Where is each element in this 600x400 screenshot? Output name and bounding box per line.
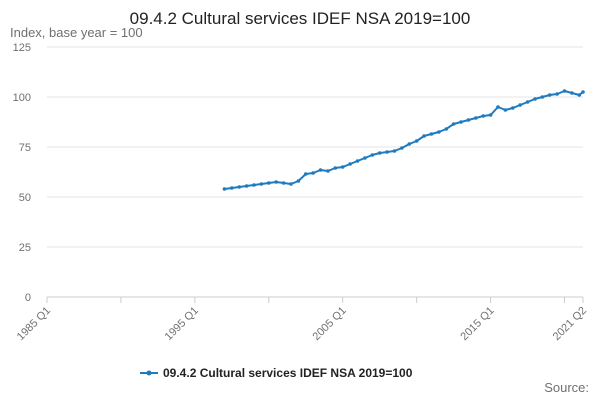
data-point[interactable]: [474, 116, 478, 120]
data-point[interactable]: [244, 184, 249, 188]
data-point[interactable]: [503, 108, 508, 112]
y-tick-label: 75: [19, 142, 31, 154]
x-tick-label: 2015 Q1: [458, 305, 496, 343]
source-label[interactable]: Source:: [544, 380, 589, 395]
x-tick-label: 1995 Q1: [163, 305, 201, 343]
legend[interactable]: 09.4.2 Cultural services IDEF NSA 2019=1…: [140, 366, 413, 380]
x-tick-label: 2021 Q2: [551, 305, 589, 343]
data-point[interactable]: [459, 120, 463, 124]
data-point[interactable]: [555, 92, 559, 96]
data-point[interactable]: [400, 146, 404, 150]
data-point[interactable]: [437, 130, 441, 134]
x-axis: 1985 Q1 1995 Q1 2005 Q1 2015 Q1 2021 Q2: [15, 297, 589, 343]
data-point[interactable]: [518, 103, 522, 107]
data-point[interactable]: [414, 139, 419, 143]
data-point[interactable]: [289, 182, 293, 186]
data-point[interactable]: [281, 181, 286, 185]
data-point[interactable]: [496, 105, 500, 109]
data-point[interactable]: [510, 106, 515, 110]
data-point[interactable]: [370, 153, 375, 157]
data-point[interactable]: [525, 100, 530, 104]
data-point[interactable]: [570, 91, 574, 95]
data-point[interactable]: [333, 166, 338, 170]
data-point[interactable]: [533, 97, 537, 101]
data-point[interactable]: [407, 142, 412, 146]
series-line: [224, 90, 584, 190]
data-point[interactable]: [377, 151, 382, 155]
legend-marker: [146, 370, 152, 376]
data-point[interactable]: [451, 122, 456, 126]
series-layer: [222, 89, 585, 191]
data-point[interactable]: [311, 171, 315, 175]
data-point[interactable]: [296, 179, 301, 183]
y-tick-label: 125: [13, 42, 31, 54]
data-point[interactable]: [340, 165, 345, 169]
data-point[interactable]: [444, 127, 449, 131]
data-point[interactable]: [348, 162, 352, 166]
data-point[interactable]: [581, 90, 585, 94]
y-tick-label: 0: [25, 292, 31, 304]
data-point[interactable]: [230, 186, 234, 190]
data-point[interactable]: [429, 132, 434, 136]
data-point[interactable]: [540, 95, 545, 99]
data-point[interactable]: [392, 149, 397, 153]
data-point[interactable]: [385, 150, 389, 154]
data-point[interactable]: [481, 114, 485, 118]
y-axis-label: Index, base year = 100: [10, 25, 143, 40]
x-tick-label: 1985 Q1: [15, 305, 53, 343]
data-point[interactable]: [355, 159, 360, 163]
data-point[interactable]: [466, 118, 471, 122]
data-point[interactable]: [577, 93, 582, 97]
chart-title: 09.4.2 Cultural services IDEF NSA 2019=1…: [130, 9, 471, 28]
data-point[interactable]: [326, 169, 330, 173]
data-point[interactable]: [252, 183, 256, 187]
y-tick-label: 50: [19, 192, 31, 204]
data-point[interactable]: [318, 168, 323, 172]
legend-label: 09.4.2 Cultural services IDEF NSA 2019=1…: [163, 366, 413, 380]
data-point[interactable]: [488, 113, 493, 117]
gridlines: [47, 46, 583, 298]
data-point[interactable]: [222, 187, 227, 191]
data-point[interactable]: [274, 180, 278, 184]
x-tick-label: 2005 Q1: [311, 305, 349, 343]
data-point[interactable]: [562, 89, 567, 93]
data-point[interactable]: [259, 182, 264, 186]
y-tick-label: 100: [13, 92, 31, 104]
data-point[interactable]: [237, 185, 242, 189]
y-tick-labels: 0 25 50 75 100 125: [13, 42, 31, 304]
y-tick-label: 25: [19, 242, 31, 254]
data-point[interactable]: [363, 156, 367, 160]
data-point[interactable]: [422, 134, 426, 138]
data-point[interactable]: [303, 172, 308, 176]
data-point[interactable]: [547, 93, 552, 97]
data-point[interactable]: [266, 181, 271, 185]
